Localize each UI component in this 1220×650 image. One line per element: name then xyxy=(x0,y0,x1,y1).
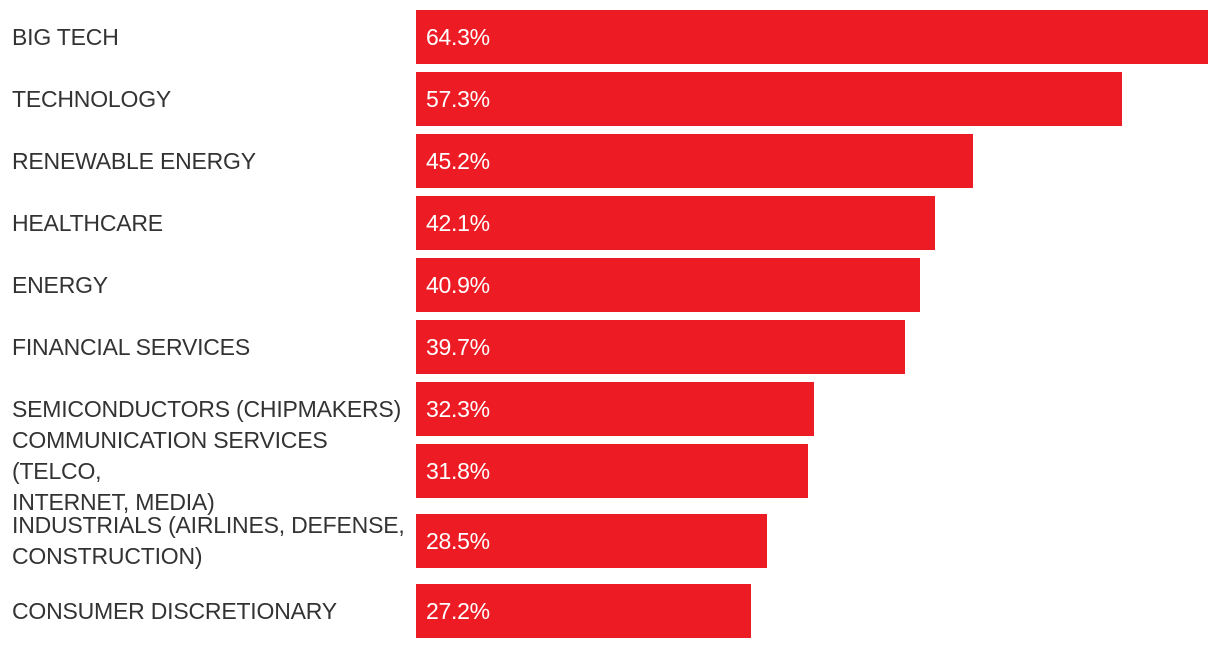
bar: 40.9% xyxy=(416,258,920,312)
bar-row: ENERGY 40.9% xyxy=(0,258,1220,312)
bar-value-label: 39.7% xyxy=(426,333,490,360)
bar: 32.3% xyxy=(416,382,814,436)
category-label: BIG TECH xyxy=(12,23,119,50)
bar: 27.2% xyxy=(416,584,752,638)
bar-row: RENEWABLE ENERGY 45.2% xyxy=(0,134,1220,188)
bar-row: TECHNOLOGY 57.3% xyxy=(0,72,1220,126)
bar-row: FINANCIAL SERVICES 39.7% xyxy=(0,320,1220,374)
bar-value-label: 42.1% xyxy=(426,209,490,236)
bar-row: CONSUMER DISCRETIONARY 27.2% xyxy=(0,584,1220,638)
bar: 57.3% xyxy=(416,72,1122,126)
bar: 31.8% xyxy=(416,444,808,498)
category-label: CONSUMER DISCRETIONARY xyxy=(12,597,337,624)
bar: 39.7% xyxy=(416,320,905,374)
bar-value-label: 31.8% xyxy=(426,457,490,484)
bar-value-label: 27.2% xyxy=(426,597,490,624)
category-label: ENERGY xyxy=(12,271,108,298)
category-label: TECHNOLOGY xyxy=(12,85,172,112)
category-label: HEALTHCARE xyxy=(12,209,163,236)
bar-value-label: 57.3% xyxy=(426,85,490,112)
bar: 64.3% xyxy=(416,10,1208,64)
category-label: SEMICONDUCTORS (CHIPMAKERS) xyxy=(12,395,402,422)
bar-row: COMMUNICATION SERVICES (TELCO, INTERNET,… xyxy=(0,426,1220,515)
category-label: RENEWABLE ENERGY xyxy=(12,147,256,174)
bar-row: SEMICONDUCTORS (CHIPMAKERS) 32.3% xyxy=(0,382,1220,436)
bar: 42.1% xyxy=(416,196,935,250)
bar: 28.5% xyxy=(416,514,768,568)
bar-value-label: 40.9% xyxy=(426,271,490,298)
bar-value-label: 45.2% xyxy=(426,147,490,174)
bar: 45.2% xyxy=(416,134,973,188)
category-label: FINANCIAL SERVICES xyxy=(12,333,250,360)
category-label: INDUSTRIALS (AIRLINES, DEFENSE, CONSTRUC… xyxy=(12,512,405,569)
bar-value-label: 64.3% xyxy=(426,23,490,50)
bar-row: BIG TECH 64.3% xyxy=(0,10,1220,64)
bar-value-label: 32.3% xyxy=(426,395,490,422)
bar-row: HEALTHCARE 42.1% xyxy=(0,196,1220,250)
category-label: COMMUNICATION SERVICES (TELCO, INTERNET,… xyxy=(12,426,328,515)
bar-value-label: 28.5% xyxy=(426,527,490,554)
bar-row: INDUSTRIALS (AIRLINES, DEFENSE, CONSTRUC… xyxy=(0,512,1220,569)
